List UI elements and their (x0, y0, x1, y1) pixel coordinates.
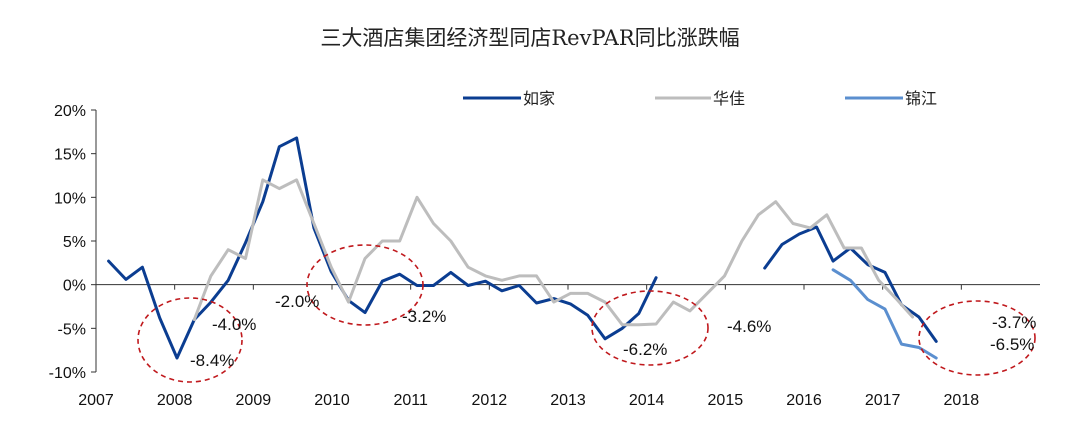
x-tick-label: 2011 (393, 392, 428, 409)
x-tick-label: 2012 (472, 392, 508, 409)
annotation-label: -3.2% (402, 307, 446, 326)
annotation-label: -4.0% (212, 315, 256, 334)
annotations: -4.0% -8.4% -2.0% -3.2% -6.2% -4.6% -3.7% -6.5% (190, 292, 1036, 370)
y-tick-label: 0% (63, 278, 86, 295)
x-tick-label: 2014 (629, 392, 665, 409)
series-line-rujia (107, 136, 658, 360)
annotation-label: -6.5% (990, 335, 1034, 354)
y-tick-label: 10% (54, 190, 86, 207)
series-line-jinjiang (831, 268, 938, 360)
series-layer (107, 136, 938, 360)
y-axis: -10% -5% 0% 5% 10% 15% 20% (49, 103, 97, 382)
series-line-huazhu (192, 178, 915, 327)
x-tick-label: 2015 (708, 392, 744, 409)
x-axis: 2007 2008 2009 2010 2011 2012 2013 2014 2015 2016… (78, 284, 1040, 409)
x-tick-label: 2016 (786, 392, 822, 409)
y-tick-label: 20% (54, 103, 86, 120)
chart-title: 三大酒店集团经济型同店RevPAR同比涨跌幅 (320, 26, 739, 50)
highlight-ellipse (591, 290, 709, 366)
x-tick-label: 2009 (236, 392, 272, 409)
legend-label-huazhu: 华佳 (713, 89, 745, 108)
annotation-label: -8.4% (190, 351, 234, 370)
y-tick-label: -10% (49, 365, 86, 382)
annotation-label: -3.7% (992, 313, 1036, 332)
legend-label-jinjiang: 锦江 (905, 89, 937, 108)
highlight-ellipse (306, 244, 424, 326)
y-tick-label: -5% (58, 321, 86, 338)
highlight-ellipse (137, 297, 243, 383)
legend-label-rujia: 如家 (523, 89, 555, 108)
x-tick-label: 2007 (78, 392, 114, 409)
x-tick-label: 2008 (157, 392, 193, 409)
highlight-ellipse (918, 300, 1036, 376)
annotation-label: -2.0% (275, 292, 319, 311)
y-tick-label: 15% (54, 147, 86, 164)
x-tick-label: 2010 (314, 392, 350, 409)
annotation-label: -6.2% (623, 340, 667, 359)
x-tick-label: 2017 (865, 392, 901, 409)
legend: 如家 华佳 锦江 (463, 89, 937, 108)
x-tick-label: 2013 (550, 392, 586, 409)
highlight-ellipses (137, 244, 1036, 383)
y-tick-label: 5% (63, 234, 86, 251)
annotation-label: -4.6% (727, 317, 771, 336)
x-tick-label: 2018 (944, 392, 980, 409)
